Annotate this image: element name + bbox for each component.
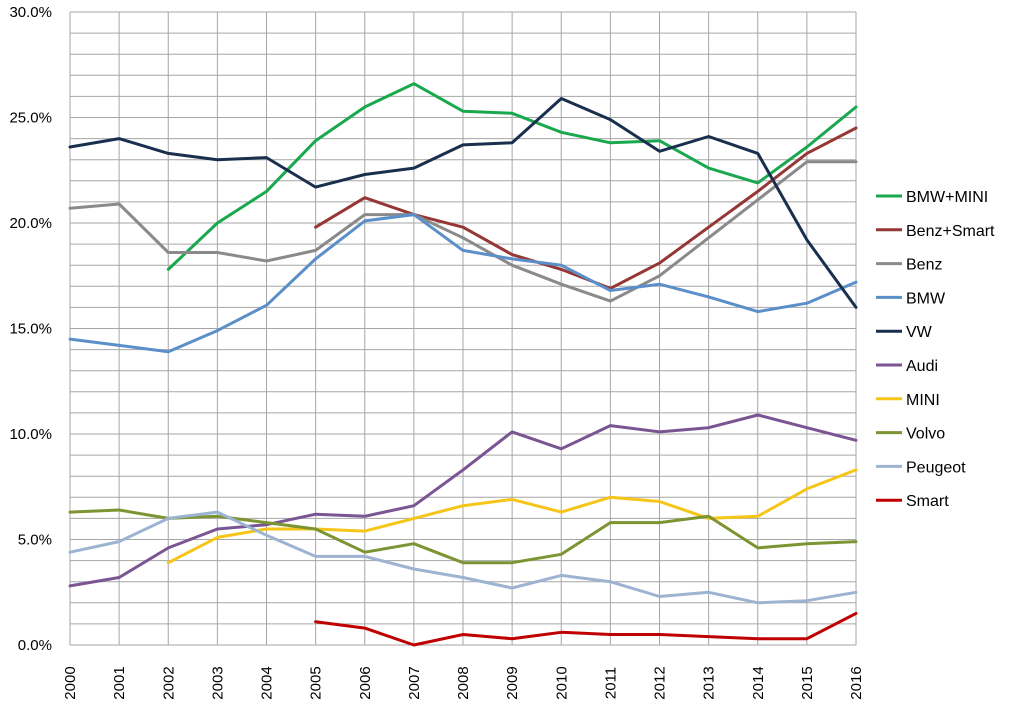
- legend-label-mini: MINI: [906, 392, 940, 409]
- legend-label-peugeot: Peugeot: [906, 459, 966, 476]
- series-line-benz-smart: [314, 126, 858, 290]
- series-line-bmw: [68, 213, 858, 354]
- x-tick-label: 2004: [259, 666, 276, 699]
- x-tick-label: 2015: [799, 666, 816, 699]
- x-tick-label: 2002: [160, 666, 177, 699]
- x-axis: 2000 2001 2002 2003 2004 2005 2006 2007 2008 2009…: [62, 666, 865, 699]
- x-tick-label: 2000: [62, 666, 79, 699]
- series-line-volvo: [68, 508, 858, 565]
- legend-label-volvo: Volvo: [906, 426, 945, 443]
- x-tick-label: 2014: [750, 666, 767, 699]
- x-tick-label: 2003: [209, 666, 226, 699]
- y-axis: 0.0% 5.0% 10.0% 15.0% 20.0% 25.0% 30.0%: [9, 4, 52, 654]
- legend-label-smart: Smart: [906, 493, 949, 510]
- y-tick-label: 10.0%: [9, 426, 52, 443]
- x-tick-label: 2005: [308, 666, 325, 699]
- x-tick-label: 2010: [553, 666, 570, 699]
- x-tick-label: 2016: [848, 666, 865, 699]
- series-lines: [68, 82, 858, 647]
- series-line-vw: [68, 97, 858, 309]
- series-line-audi: [68, 413, 858, 588]
- x-tick-label: 2007: [406, 666, 423, 699]
- series-line-peugeot: [68, 510, 858, 605]
- y-tick-label: 0.0%: [18, 637, 52, 654]
- legend: BMW+MINI Benz+Smart Benz BMW VW Audi MINI Volvo…: [876, 189, 995, 510]
- y-tick-label: 30.0%: [9, 4, 52, 21]
- series-line-mini: [166, 468, 858, 565]
- y-tick-label: 20.0%: [9, 215, 52, 232]
- y-tick-label: 15.0%: [9, 321, 52, 338]
- y-tick-label: 5.0%: [18, 532, 52, 549]
- legend-label-benz-smart: Benz+Smart: [906, 223, 995, 240]
- legend-label-benz: Benz: [906, 257, 942, 274]
- legend-label-vw: VW: [906, 324, 933, 341]
- x-tick-label: 2009: [504, 666, 521, 699]
- x-tick-label: 2008: [455, 666, 472, 699]
- series-line-benz: [68, 160, 858, 303]
- x-tick-label: 2001: [111, 666, 128, 699]
- legend-label-bmw: BMW: [906, 290, 946, 307]
- gridlines: [69, 11, 857, 646]
- x-tick-label: 2011: [602, 667, 619, 699]
- x-tick-label: 2006: [357, 666, 374, 699]
- x-tick-label: 2012: [652, 666, 669, 699]
- x-tick-label: 2013: [701, 666, 718, 699]
- series-line-smart: [314, 611, 858, 647]
- legend-label-bmw-mini: BMW+MINI: [906, 189, 988, 206]
- legend-label-audi: Audi: [906, 358, 938, 375]
- series-line-bmw-mini: [166, 82, 858, 271]
- y-tick-label: 25.0%: [9, 110, 52, 127]
